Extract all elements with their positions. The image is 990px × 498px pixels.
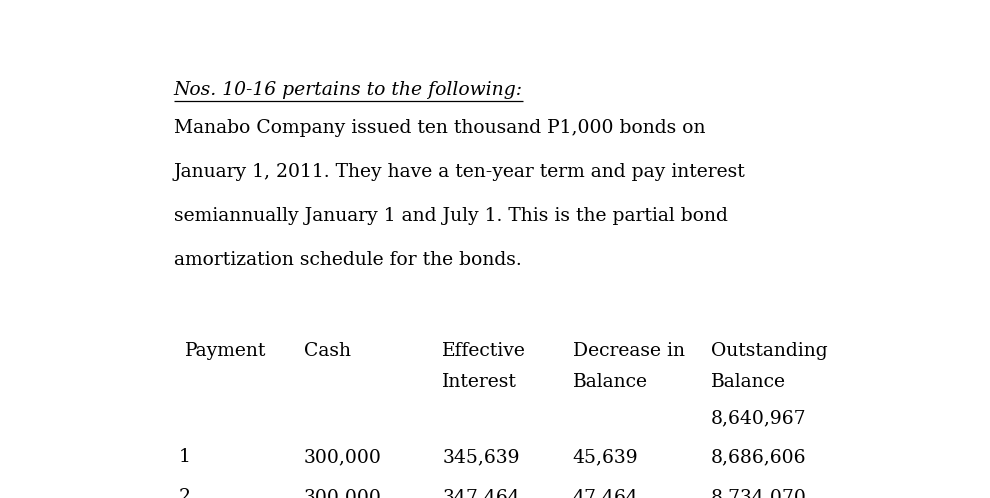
Text: January 1, 2011. They have a ten-year term and pay interest: January 1, 2011. They have a ten-year te… <box>173 163 745 181</box>
Text: 345,639: 345,639 <box>443 448 520 466</box>
Text: Decrease in: Decrease in <box>572 342 685 360</box>
Text: 47,464: 47,464 <box>572 489 639 498</box>
Text: Outstanding: Outstanding <box>711 342 828 360</box>
Text: Payment: Payment <box>185 342 266 360</box>
Text: 8,686,606: 8,686,606 <box>711 448 806 466</box>
Text: 8,734,070: 8,734,070 <box>711 489 807 498</box>
Text: 1: 1 <box>179 448 191 466</box>
Text: amortization schedule for the bonds.: amortization schedule for the bonds. <box>173 251 522 269</box>
Text: 45,639: 45,639 <box>572 448 639 466</box>
Text: Effective: Effective <box>443 342 526 360</box>
Text: Balance: Balance <box>572 373 647 391</box>
Text: Interest: Interest <box>443 373 517 391</box>
Text: semiannually January 1 and July 1. This is the partial bond: semiannually January 1 and July 1. This … <box>173 207 728 226</box>
Text: 347,464: 347,464 <box>443 489 520 498</box>
Text: 300,000: 300,000 <box>304 489 382 498</box>
Text: 300,000: 300,000 <box>304 448 382 466</box>
Text: 8,640,967: 8,640,967 <box>711 410 806 428</box>
Text: Cash: Cash <box>304 342 351 360</box>
Text: 2: 2 <box>179 489 191 498</box>
Text: Nos. 10-16 pertains to the following:: Nos. 10-16 pertains to the following: <box>173 81 523 99</box>
Text: Balance: Balance <box>711 373 786 391</box>
Text: Manabo Company issued ten thousand P1,000 bonds on: Manabo Company issued ten thousand P1,00… <box>173 119 705 137</box>
